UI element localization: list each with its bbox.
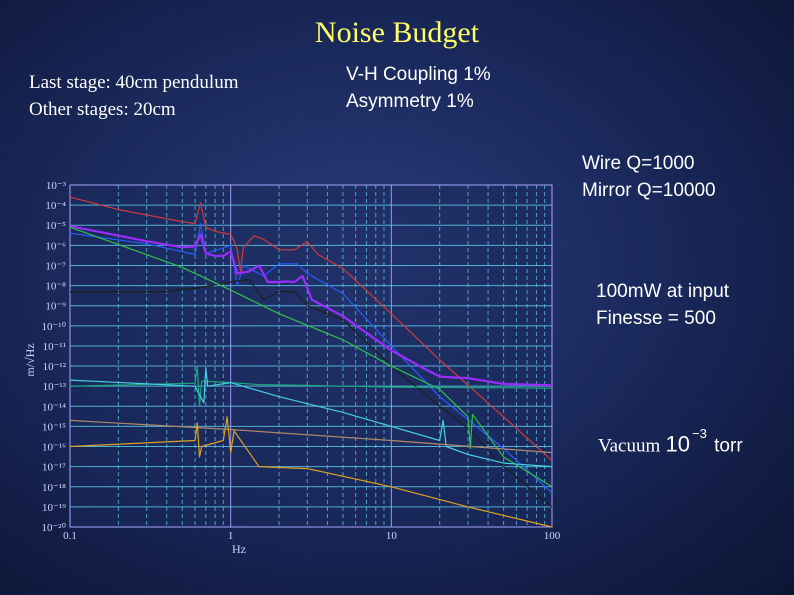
tick-labels: 0.1 1 10 100 10⁻³ 10⁻⁴ 10⁻⁵ 10⁻⁶ 10⁻⁷ 10⁻⁸ 10⁻⁹ 10⁻…	[41, 180, 560, 542]
y-tick-label: 10⁻¹⁸	[42, 482, 66, 494]
y-tick-label: 10⁻¹⁷	[42, 462, 66, 474]
y-tick-label: 10⁻¹⁵	[42, 421, 66, 433]
pendulum-note-line-1: Last stage: 40cm pendulum	[29, 72, 239, 93]
y-tick-label: 10⁻²⁰	[41, 522, 66, 534]
vacuum-base: 10	[665, 431, 691, 457]
pendulum-note-line-2: Other stages: 20cm	[29, 99, 176, 120]
y-tick-label: 10⁻⁵	[45, 220, 66, 232]
series-line-9	[69, 416, 553, 528]
x-tick-label: 10	[386, 530, 398, 542]
pendulum-note: Last stage: 40cm pendulum Other stages: …	[29, 69, 238, 123]
x-tick-label: 100	[544, 530, 561, 542]
y-tick-label: 10⁻⁴	[45, 200, 66, 212]
y-tick-label: 10⁻¹³	[43, 381, 67, 393]
vacuum-exponent: −3	[692, 426, 707, 441]
y-tick-label: 10⁻¹⁴	[42, 401, 66, 413]
y-tick-label: 10⁻¹⁶	[42, 442, 66, 454]
y-tick-label: 10⁻⁸	[45, 281, 66, 293]
y-axis-label: m/√Hz	[23, 343, 37, 376]
series-line-1	[69, 196, 553, 462]
y-tick-label: 10⁻¹⁹	[42, 502, 66, 514]
series-line-7	[69, 367, 553, 468]
vacuum-label: Vacuum	[598, 435, 661, 457]
q-note-line-2: Mirror Q=10000	[582, 180, 716, 201]
chart-title: Noise Budget	[314, 16, 480, 49]
y-tick-label: 10⁻¹⁰	[41, 321, 66, 333]
laser-note-line-1: 100mW at input	[596, 281, 730, 302]
coupling-note: V-H Coupling 1% Asymmetry 1%	[346, 61, 491, 115]
grid	[69, 184, 553, 528]
q-note: Wire Q=1000 Mirror Q=10000	[582, 150, 716, 204]
coupling-note-line-1: V-H Coupling 1%	[346, 64, 491, 85]
y-tick-label: 10⁻¹¹	[43, 341, 66, 353]
plot-frame	[69, 184, 553, 528]
x-tick-label: 1	[228, 530, 234, 542]
x-axis-label: Hz	[232, 542, 246, 556]
series-line-5	[69, 226, 553, 488]
laser-note: 100mW at input Finesse = 500	[596, 278, 729, 332]
series-line-4	[70, 278, 553, 508]
vacuum-unit: torr	[714, 435, 743, 457]
plot-area	[70, 185, 552, 527]
series-line-8	[69, 419, 553, 454]
y-tick-label: 10⁻⁶	[45, 240, 66, 252]
y-tick-label: 10⁻¹²	[43, 361, 67, 373]
y-tick-label: 10⁻⁹	[45, 301, 66, 313]
series-line-3	[69, 225, 553, 387]
y-tick-label: 10⁻³	[46, 180, 67, 192]
coupling-note-line-2: Asymmetry 1%	[346, 91, 474, 112]
series-group	[69, 196, 553, 528]
q-note-line-1: Wire Q=1000	[582, 153, 695, 174]
x-tick-label: 0.1	[63, 530, 77, 542]
y-tick-label: 10⁻⁷	[45, 260, 66, 272]
vacuum-note: Vacuum 10 −3 torr	[598, 426, 743, 459]
laser-note-line-2: Finesse = 500	[596, 308, 716, 329]
